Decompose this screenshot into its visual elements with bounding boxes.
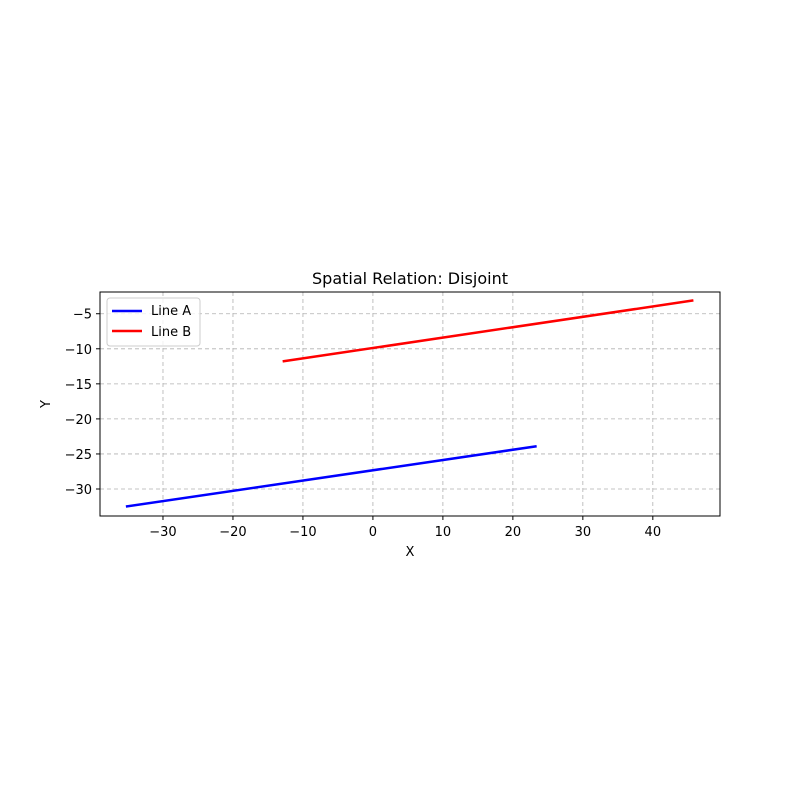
x-tick-label: 0 — [369, 525, 377, 540]
legend-label-line-b: Line B — [151, 325, 191, 340]
x-tick-label: 20 — [505, 525, 522, 540]
x-tick-label: 40 — [645, 525, 662, 540]
series-line-b — [282, 299, 694, 363]
x-tick-label: −20 — [219, 525, 246, 540]
y-tick-label: −30 — [65, 483, 92, 498]
y-axis-label: Y — [39, 400, 54, 409]
y-tick-label: −15 — [65, 378, 92, 393]
series-lines — [125, 299, 694, 508]
series-line-a — [125, 445, 537, 508]
x-tick-label: 30 — [575, 525, 592, 540]
legend: Line A Line B — [106, 297, 201, 347]
x-axis-label: X — [406, 545, 415, 560]
x-tick-label: −10 — [289, 525, 316, 540]
chart-title: Spatial Relation: Disjoint — [312, 269, 508, 288]
x-tick-label: −30 — [149, 525, 176, 540]
plot-area-frame — [99, 291, 721, 517]
y-tick-label: −20 — [65, 413, 92, 428]
y-tick-label: −25 — [65, 448, 92, 463]
x-tick-label: 10 — [435, 525, 452, 540]
axis-ticks: −30 −20 −10 0 10 20 30 40 −30 −25 −20 −15 −10 −5 — [65, 308, 662, 540]
legend-label-line-a: Line A — [151, 304, 191, 319]
grid-lines — [100, 292, 720, 516]
y-tick-label: −10 — [65, 343, 92, 358]
y-tick-label: −5 — [73, 308, 92, 323]
